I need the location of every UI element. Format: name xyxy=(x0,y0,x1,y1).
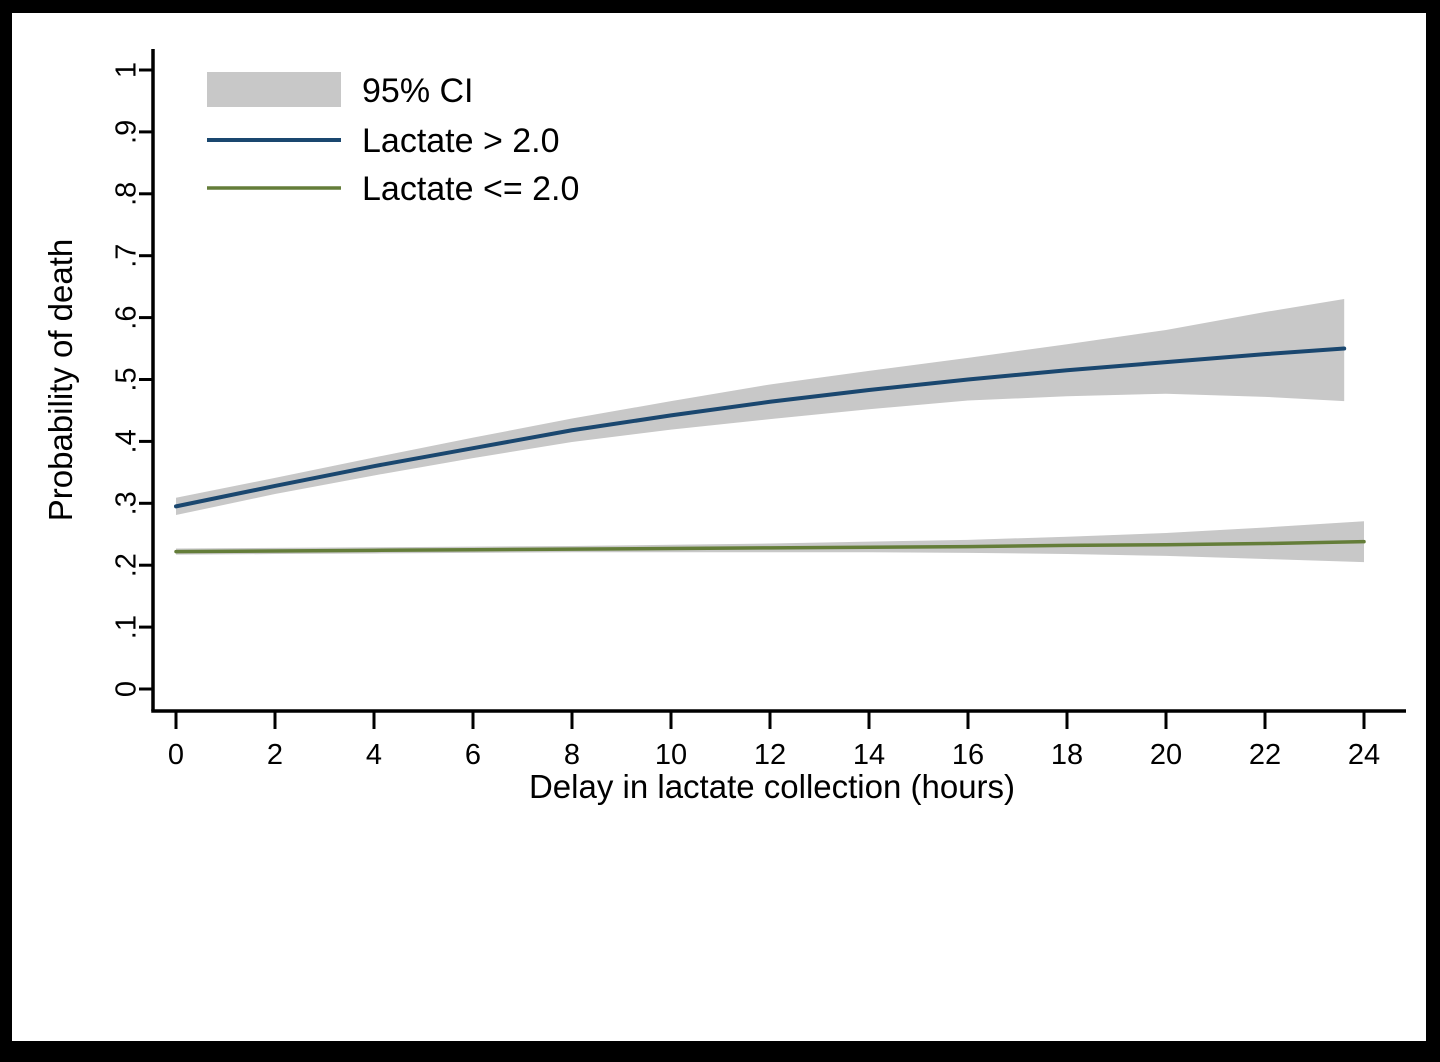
y-tick-label: 1 xyxy=(111,62,143,78)
x-tick-label: 24 xyxy=(1348,739,1380,771)
x-tick-label: 10 xyxy=(655,739,687,771)
legend-ci-swatch xyxy=(207,72,341,107)
x-tick-label: 22 xyxy=(1249,739,1281,771)
y-tick-label: 0 xyxy=(111,681,143,697)
ci-band-lactate-gt-2 xyxy=(176,299,1345,516)
figure-background xyxy=(12,13,1426,1041)
ci-bands xyxy=(176,299,1364,563)
x-tick-label: 16 xyxy=(952,739,984,771)
x-tick-label: 18 xyxy=(1051,739,1083,771)
x-tick-label: 8 xyxy=(564,739,580,771)
x-tick-label: 20 xyxy=(1150,739,1182,771)
y-tick-label: .5 xyxy=(111,367,143,391)
legend-label-lactate-le-2: Lactate <= 2.0 xyxy=(362,170,579,208)
ci-band-lactate-le-2 xyxy=(176,521,1364,563)
y-tick-label: .8 xyxy=(111,182,143,206)
legend-label-lactate-gt-2: Lactate > 2.0 xyxy=(362,122,560,160)
y-tick-label: .9 xyxy=(111,120,143,144)
axes: 0.1.2.3.4.5.6.7.8.910 2 4 6 8 10 12 14 16 18 20 22 2… xyxy=(111,49,1406,771)
y-tick-label: .6 xyxy=(111,306,143,330)
y-tick-label: .4 xyxy=(111,429,143,453)
x-tick-label: 14 xyxy=(853,739,885,771)
x-tick-label: 2 xyxy=(267,739,283,771)
x-tick-label: 4 xyxy=(366,739,382,771)
y-axis-title: Probability of death xyxy=(42,239,79,522)
x-tick-label: 6 xyxy=(465,739,481,771)
y-tick-label: .7 xyxy=(111,244,143,268)
y-tick-label: .2 xyxy=(111,553,143,577)
y-tick-label: .3 xyxy=(111,491,143,515)
legend: 95% CI Lactate > 2.0 Lactate <= 2.0 xyxy=(207,72,579,208)
x-tick-label: 0 xyxy=(168,739,184,771)
x-tick-label: 12 xyxy=(754,739,786,771)
y-tick-label: .1 xyxy=(111,615,143,639)
x-axis-title: Delay in lactate collection (hours) xyxy=(529,768,1015,805)
series-lines xyxy=(174,346,1366,554)
series-line-lactate-le-2 xyxy=(174,539,1366,554)
series-line-lactate-gt-2 xyxy=(174,346,1347,509)
legend-label-ci: 95% CI xyxy=(362,72,474,110)
